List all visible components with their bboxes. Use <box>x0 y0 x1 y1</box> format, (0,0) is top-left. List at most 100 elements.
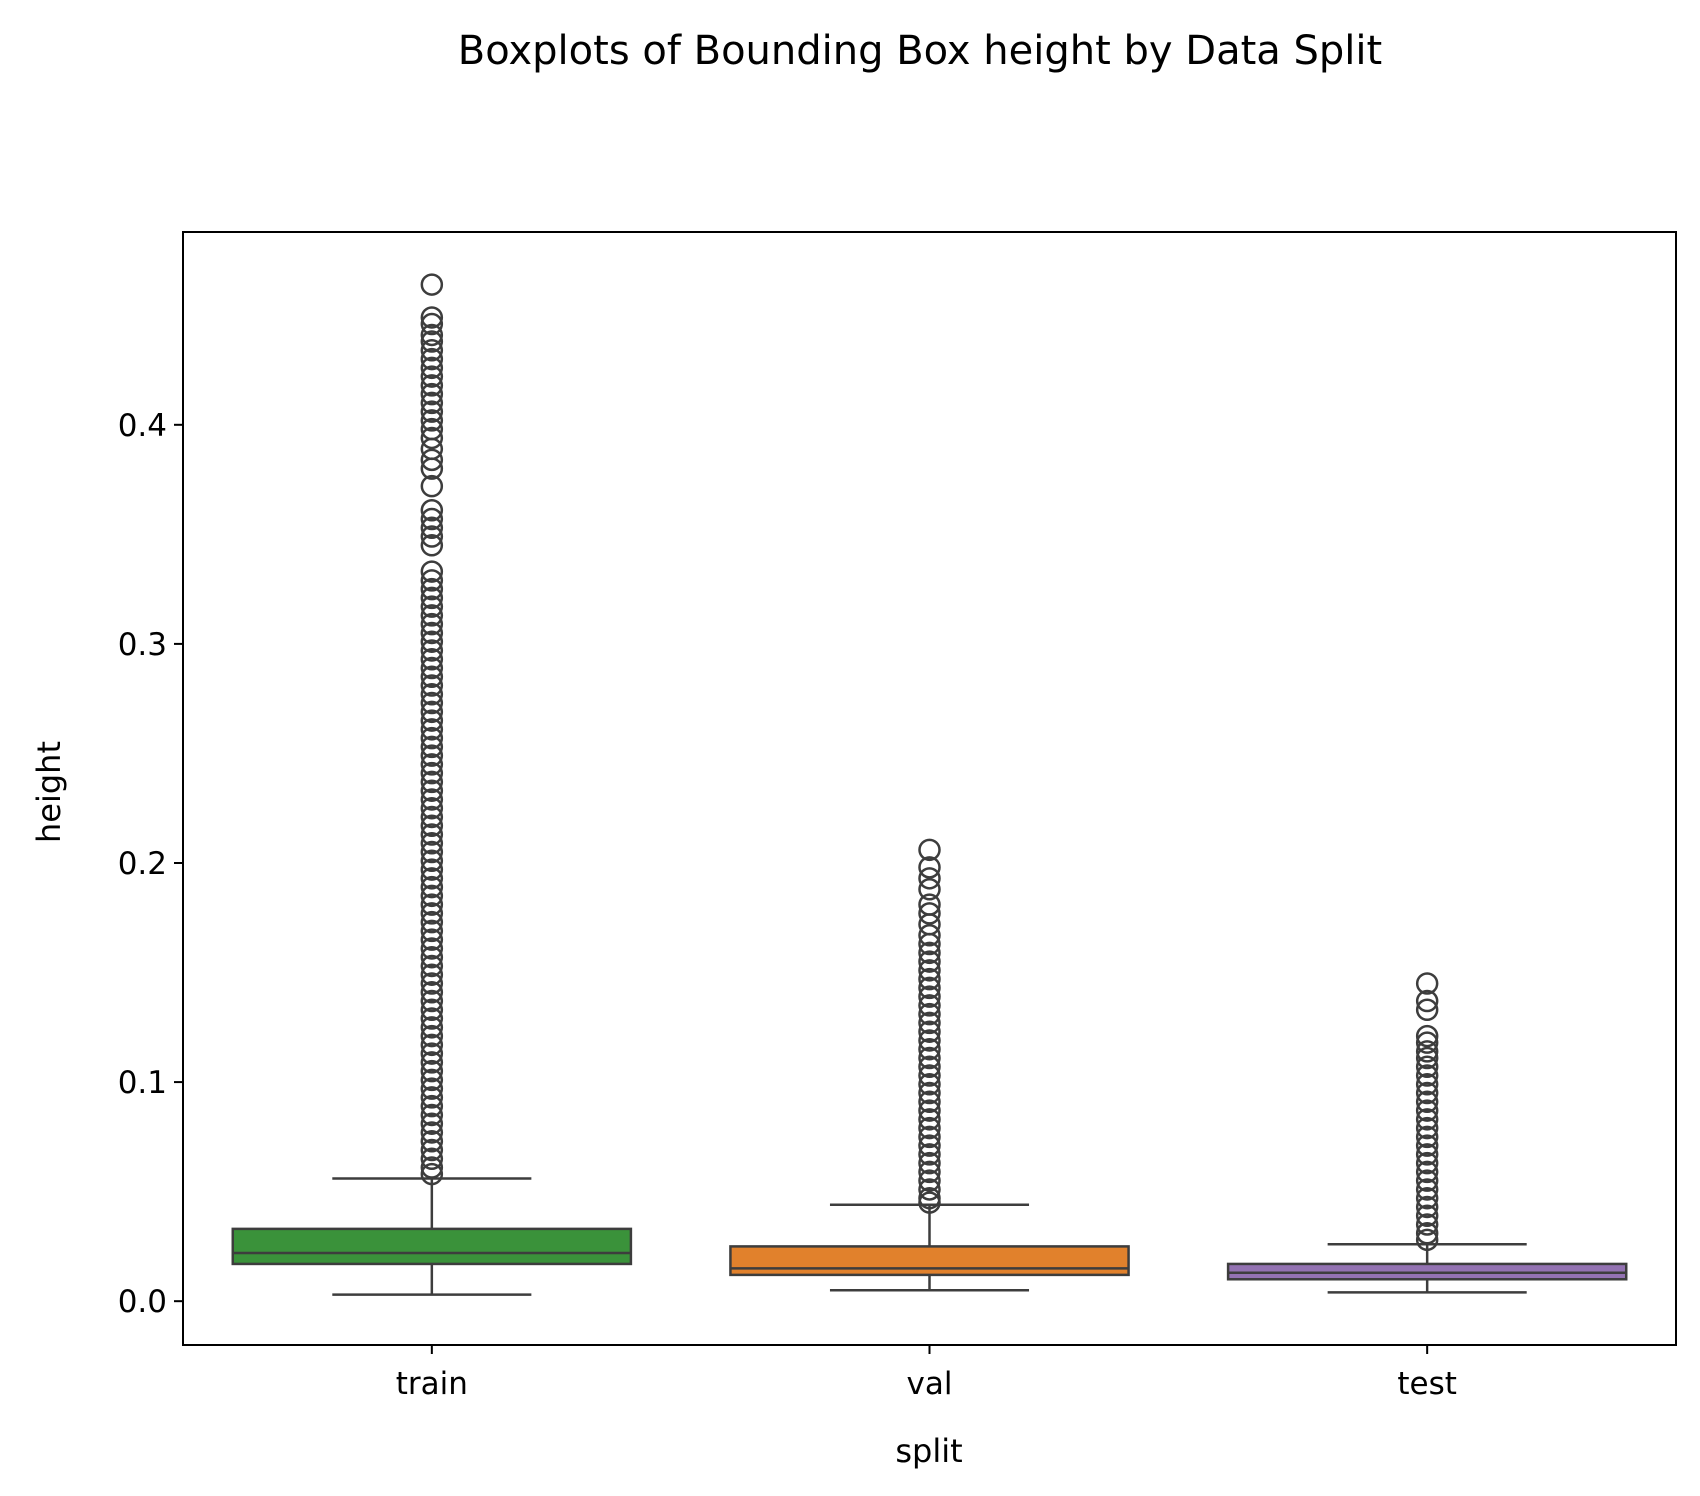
outlier-point <box>918 1055 941 1078</box>
outlier-point <box>420 647 444 671</box>
outlier-point <box>420 1051 444 1074</box>
y-tick-label: 0.3 <box>118 627 167 663</box>
box-iqr <box>231 1227 633 1266</box>
outlier-point <box>1415 1055 1439 1078</box>
outlier-point <box>420 823 444 846</box>
outlier-point <box>420 1086 444 1109</box>
outlier-point <box>918 932 941 956</box>
outlier-point <box>420 323 444 347</box>
outlier-point <box>420 1042 444 1065</box>
outlier-point <box>420 875 444 899</box>
box-val <box>729 838 1130 1292</box>
outlier-point <box>918 1151 941 1175</box>
outlier-point <box>918 967 941 991</box>
outlier-point <box>1415 1081 1439 1105</box>
outlier-point <box>1415 989 1439 1013</box>
outlier-point <box>1415 1169 1439 1192</box>
outlier-point <box>420 902 444 925</box>
outlier-point <box>420 709 444 732</box>
outlier-point <box>918 1191 941 1214</box>
box-iqr <box>729 1245 1130 1277</box>
y-axis: 0.0 0.1 0.2 0.3 0.4 <box>118 408 183 1320</box>
outlier-point <box>420 796 444 820</box>
outlier-point <box>420 312 444 336</box>
outlier-point <box>420 665 444 689</box>
outlier-point <box>1415 1125 1439 1149</box>
outlier-point <box>420 499 444 522</box>
outlier-point <box>420 683 444 706</box>
outlier-point <box>1415 1090 1439 1114</box>
outlier-point <box>1415 1031 1439 1054</box>
outlier-point <box>918 941 941 965</box>
outlier-point <box>918 1108 941 1131</box>
outlier-point <box>1415 1024 1439 1048</box>
outlier-point <box>420 1068 444 1092</box>
outlier-point <box>918 1020 941 1043</box>
x-tick-label: val <box>907 1366 953 1402</box>
outlier-point <box>420 426 444 450</box>
outlier-point <box>420 1129 444 1153</box>
outlier-point <box>918 867 941 890</box>
outlier-point <box>918 1125 941 1149</box>
outlier-point <box>420 525 444 548</box>
outlier-point <box>420 1007 444 1030</box>
outlier-point <box>918 1099 941 1122</box>
outlier-point <box>918 1029 941 1052</box>
outlier-point <box>1415 1228 1439 1252</box>
outlier-point <box>420 1033 444 1057</box>
outlier-point <box>420 963 444 986</box>
outlier-point <box>420 448 444 472</box>
outlier-point <box>420 989 444 1013</box>
outlier-point <box>918 1073 941 1096</box>
outlier-point <box>1415 1195 1439 1219</box>
outlier-point <box>420 700 444 724</box>
outlier-point <box>918 1011 941 1035</box>
outlier-point <box>918 1116 941 1140</box>
outlier-point <box>420 735 444 759</box>
outlier-point <box>420 761 444 785</box>
outlier-point <box>918 1090 941 1114</box>
outlier-point <box>420 779 444 802</box>
y-tick-label: 0.1 <box>118 1065 167 1101</box>
outlier-point <box>1415 1160 1439 1184</box>
outlier-point <box>1415 1222 1439 1245</box>
outlier-point <box>420 867 444 890</box>
outlier-point <box>420 457 444 480</box>
outlier-point <box>420 400 444 423</box>
outlier-point <box>1415 972 1439 995</box>
outlier-point <box>918 1037 941 1061</box>
outlier-point <box>420 691 444 715</box>
outlier-point <box>1415 998 1439 1022</box>
outlier-point <box>420 1077 444 1100</box>
outlier-point <box>420 744 444 767</box>
outlier-point <box>420 814 444 837</box>
outlier-point <box>420 858 444 881</box>
x-axis-label: split <box>895 1432 962 1470</box>
outlier-point <box>420 788 444 811</box>
outlier-point <box>420 560 444 583</box>
outlier-point <box>918 994 941 1017</box>
y-axis-label: height <box>30 741 68 843</box>
outlier-point <box>918 838 941 862</box>
outlier-point <box>420 805 444 829</box>
outlier-point <box>918 1002 941 1026</box>
outlier-point <box>420 726 444 750</box>
outlier-point <box>420 832 444 855</box>
outlier-point <box>420 981 444 1004</box>
outlier-point <box>420 474 444 498</box>
outlier-point <box>420 910 444 934</box>
box-test <box>1226 972 1628 1294</box>
y-tick-label: 0.4 <box>118 408 167 444</box>
outlier-point <box>420 604 444 627</box>
outlier-point <box>420 347 444 371</box>
box-train <box>231 273 633 1296</box>
outlier-point <box>1415 1108 1439 1131</box>
outlier-point <box>1415 1040 1439 1063</box>
outlier-point <box>420 937 444 960</box>
outlier-point <box>420 945 444 969</box>
outlier-point <box>918 902 941 925</box>
outlier-point <box>1415 1204 1439 1227</box>
outlier-point <box>1415 1046 1439 1070</box>
outlier-point <box>918 1134 941 1157</box>
outlier-point <box>420 339 444 362</box>
